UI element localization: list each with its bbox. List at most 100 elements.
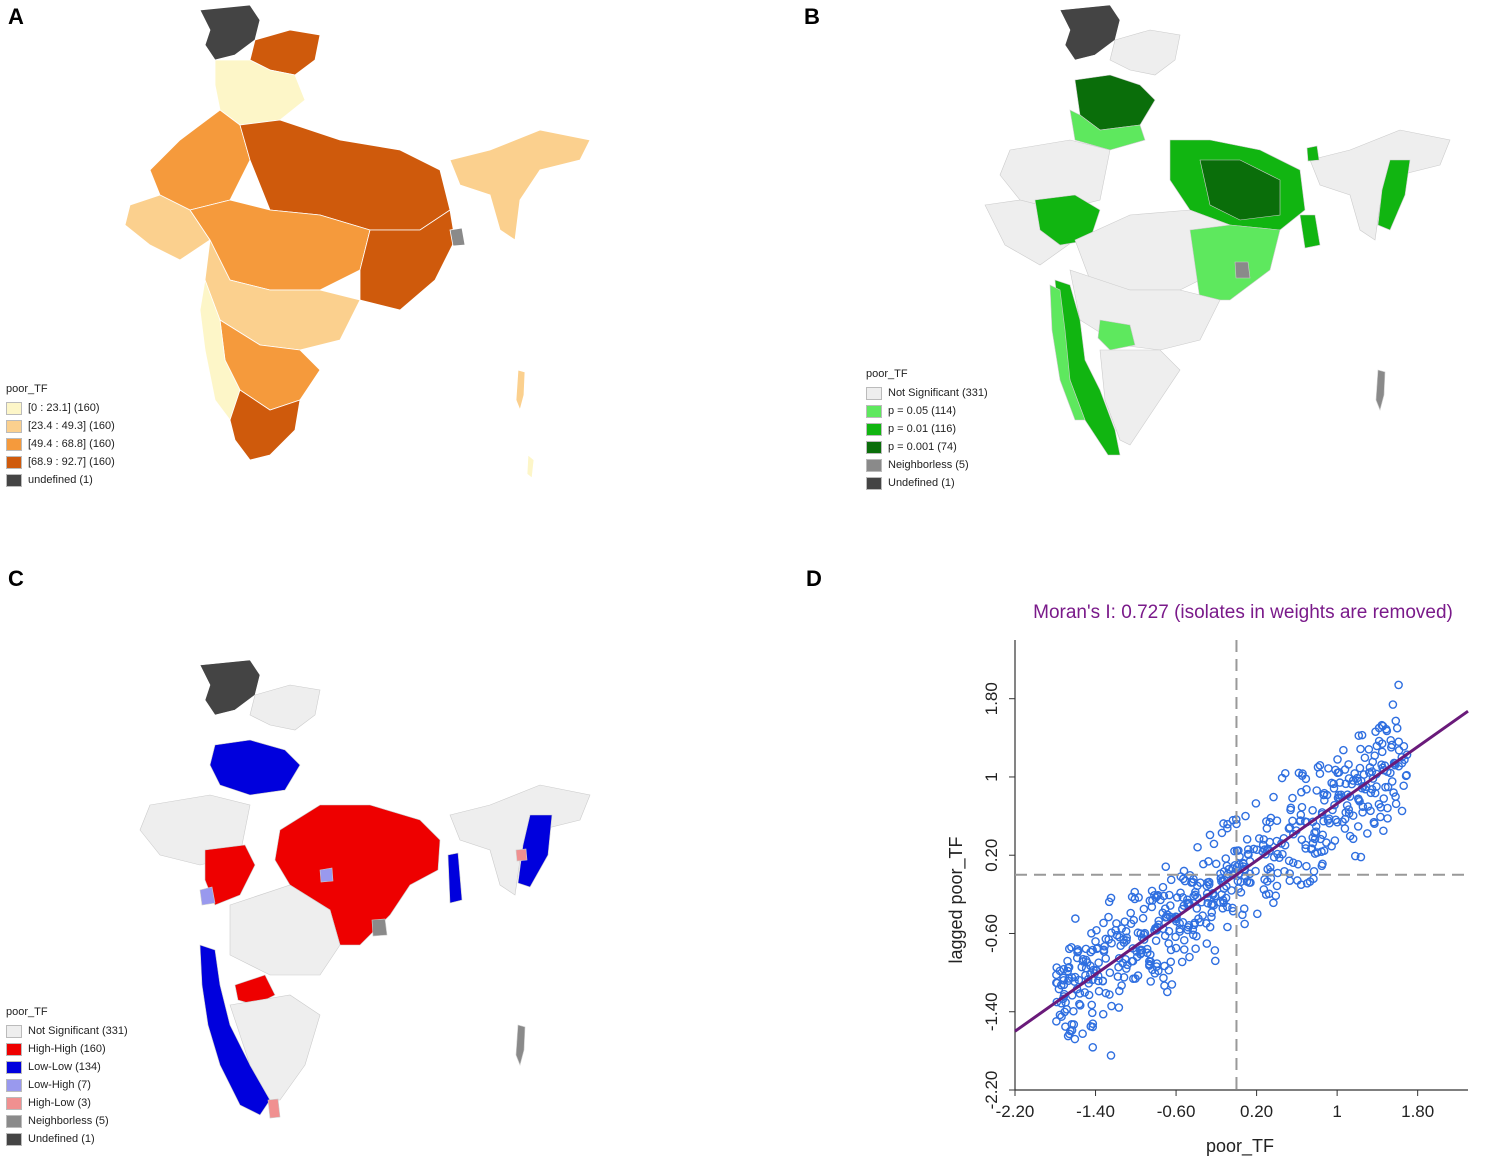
data-point (1313, 848, 1322, 857)
data-point (1261, 849, 1270, 859)
data-point (1296, 880, 1306, 890)
data-point (1333, 755, 1342, 764)
data-point (1377, 747, 1387, 757)
data-point (1318, 859, 1327, 869)
b-region-southwest-light (1049, 284, 1086, 421)
data-point (1189, 891, 1198, 901)
x-tick-label: 0.20 (1240, 1102, 1273, 1121)
data-point (1278, 849, 1287, 859)
data-point (1332, 817, 1342, 827)
data-point (1374, 736, 1384, 746)
panel-b-letter: B (804, 4, 820, 29)
data-point (1302, 861, 1311, 871)
c-region-central (229, 884, 341, 976)
data-point (1311, 822, 1321, 831)
data-point (1284, 824, 1294, 833)
data-point (1363, 802, 1373, 811)
a-region-neighborless (449, 227, 466, 247)
data-point (1302, 879, 1312, 888)
c-region-south (229, 994, 321, 1101)
data-point (1340, 824, 1350, 833)
data-point (1098, 976, 1108, 986)
legend-label: Low-High (7) (28, 1079, 91, 1091)
legend-swatch (6, 1096, 22, 1110)
data-point (1072, 953, 1082, 963)
legend-label: High-Low (3) (28, 1097, 91, 1109)
data-point (1371, 727, 1380, 736)
y-tick-label: 1.80 (982, 682, 1001, 715)
data-point (1128, 944, 1138, 953)
b-region-ladakh (1109, 29, 1181, 76)
legend-label: p = 0.01 (116) (888, 423, 956, 435)
data-point (1323, 816, 1333, 825)
c-region-lowhigh-2 (319, 867, 334, 883)
data-point (1052, 1017, 1061, 1026)
legend-item: High-High (160) (6, 1040, 128, 1058)
data-point (1379, 794, 1389, 803)
x-tick-label: 1 (1332, 1102, 1341, 1121)
data-point (1368, 757, 1378, 767)
data-point (1221, 854, 1231, 863)
panel-b-legend: poor_TF Not Significant (331) p = 0.05 (… (866, 368, 988, 492)
c-region-neighborless (371, 918, 388, 937)
data-point (1101, 954, 1111, 963)
legend-label: [23.4 : 49.3] (160) (28, 420, 115, 432)
data-point (1070, 1034, 1080, 1044)
data-point (1148, 965, 1157, 975)
legend-item: [0 : 23.1] (160) (6, 399, 115, 417)
data-point (1222, 902, 1232, 912)
data-point (1402, 750, 1412, 759)
b-region-north-ring (1069, 109, 1146, 151)
legend-item: Undefined (1) (866, 474, 988, 492)
legend-item: undefined (1) (6, 471, 115, 489)
data-point (1207, 900, 1216, 910)
data-point (1379, 765, 1389, 775)
data-point (1166, 957, 1176, 967)
data-point (1104, 897, 1114, 907)
data-point (1129, 915, 1139, 925)
data-point (1188, 925, 1198, 934)
data-point (1160, 961, 1169, 971)
data-point (1080, 988, 1090, 997)
data-point (1146, 950, 1155, 959)
data-point (1165, 890, 1174, 900)
legend-swatch (866, 476, 882, 490)
data-point (1284, 856, 1294, 866)
data-point (1065, 1029, 1074, 1039)
data-point (1320, 796, 1329, 805)
legend-item: Low-High (7) (6, 1076, 128, 1094)
data-point (1127, 956, 1137, 966)
panel-b-legend-title: poor_TF (866, 368, 908, 380)
data-point (1293, 859, 1303, 869)
c-region-highlow (267, 1098, 281, 1119)
data-point (1127, 892, 1137, 902)
data-point (1353, 776, 1363, 786)
data-point (1202, 939, 1212, 948)
a-region-east (359, 209, 456, 311)
data-point (1307, 844, 1317, 853)
data-point (1208, 899, 1218, 909)
data-point (1312, 786, 1322, 795)
data-point (1207, 908, 1217, 917)
a-region-north (214, 59, 306, 126)
data-point (1178, 893, 1188, 902)
data-point (1099, 918, 1108, 928)
a-region-northeast (449, 129, 591, 241)
data-point (1061, 1022, 1070, 1031)
data-point (1254, 834, 1264, 843)
data-point (1372, 741, 1382, 751)
data-point (1234, 846, 1243, 855)
data-point (1223, 922, 1232, 932)
data-point (1207, 912, 1216, 922)
b-region-central-core (1199, 159, 1281, 221)
data-point (1120, 917, 1130, 926)
b-region-south (1099, 349, 1181, 446)
data-point (1078, 1029, 1087, 1038)
data-point (1360, 753, 1370, 763)
data-point (1164, 965, 1174, 975)
data-point (1211, 859, 1221, 869)
data-point (1360, 784, 1370, 794)
data-point (1348, 834, 1358, 844)
legend-item: p = 0.01 (116) (866, 420, 988, 438)
regression-line (1014, 709, 1469, 1033)
